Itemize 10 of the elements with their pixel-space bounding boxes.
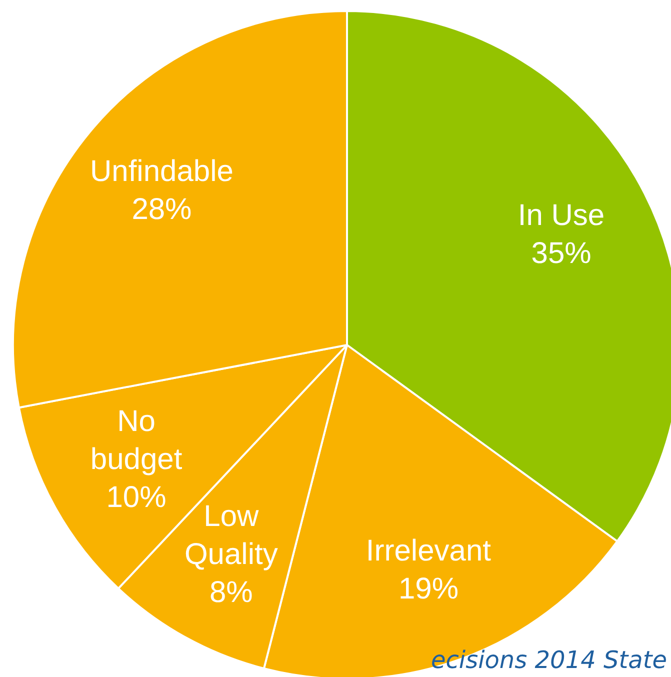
slice-label: In Use [518,199,605,232]
slice-label: Irrelevant [366,534,492,568]
data-label: 28% [132,192,192,226]
data-label: 19% [398,572,458,606]
data-label: 8% [209,576,253,609]
data-label: 10% [106,481,166,514]
data-label: 35% [531,237,592,270]
slice-label: Low Quality [184,500,278,571]
slice-label: No budget [90,405,183,476]
slice-label: Unfindable [90,154,234,188]
